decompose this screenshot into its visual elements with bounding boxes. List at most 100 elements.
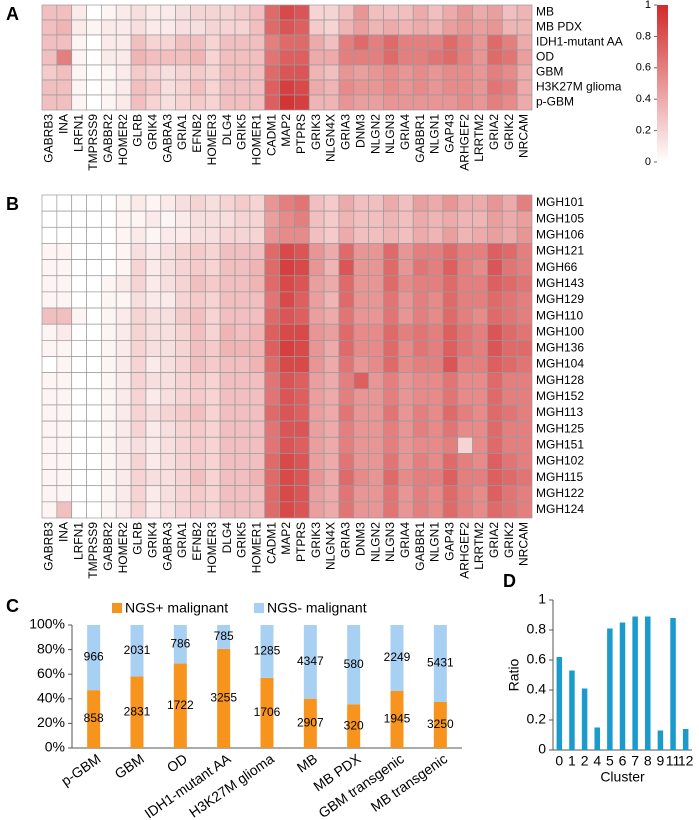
heatmap-cell — [353, 388, 370, 406]
heatmap-cell — [412, 4, 429, 21]
heatmap-cell — [175, 4, 191, 21]
heatmap-cell — [249, 259, 266, 277]
row-label: MGH136 — [536, 341, 584, 355]
heatmap-cell — [101, 469, 117, 487]
heatmap-cell — [516, 436, 533, 454]
column-label: GLRB — [131, 114, 145, 147]
heatmap-cell — [501, 34, 518, 51]
heatmap-cell — [145, 49, 162, 66]
heatmap-cell — [412, 453, 429, 470]
heatmap-cell — [219, 4, 236, 21]
heatmap-cell — [323, 420, 340, 438]
heatmap-cell — [472, 436, 488, 454]
heatmap-cell — [56, 226, 73, 244]
heatmap-cell — [501, 485, 518, 503]
heatmap-cell — [487, 275, 503, 293]
heatmap-cell — [204, 210, 221, 228]
heatmap-cell — [516, 323, 533, 341]
heatmap-cell — [190, 291, 206, 309]
heatmap-cell — [219, 501, 236, 519]
heatmap-cell — [130, 485, 147, 503]
heatmap-cell — [457, 291, 473, 309]
heatmap-cell — [457, 372, 473, 390]
heatmap-cell — [41, 436, 58, 454]
heatmap-cell — [115, 94, 132, 111]
heatmap-cell — [516, 420, 533, 438]
heatmap-cell — [204, 323, 221, 341]
heatmap-cell — [353, 323, 370, 341]
column-label: NLGN3 — [383, 522, 397, 562]
heatmap-cell — [249, 323, 266, 341]
heatmap-cell — [145, 356, 162, 373]
heatmap-cell — [383, 388, 399, 406]
heatmap-cell — [56, 243, 73, 260]
heatmap-cell — [115, 64, 132, 81]
heatmap-cell — [264, 34, 280, 51]
column-label: EFNB2 — [190, 114, 204, 153]
heatmap-cell — [323, 4, 340, 21]
heatmap-cell — [160, 291, 176, 309]
heatmap-cell — [41, 49, 58, 66]
heatmap-cell — [472, 210, 488, 228]
heatmap-cell — [71, 453, 87, 470]
heatmap-cell — [412, 323, 429, 341]
heatmap-cell — [308, 453, 325, 470]
heatmap-cell — [398, 372, 414, 390]
column-label: GRIK2 — [502, 114, 516, 150]
heatmap-cell — [234, 323, 251, 341]
heatmap-cell — [427, 404, 444, 422]
heatmap-cell — [294, 226, 310, 244]
heatmap-cell — [383, 291, 399, 309]
heatmap-cell — [368, 19, 384, 36]
heatmap-cell — [115, 340, 132, 357]
heatmap-cell — [145, 243, 162, 260]
heatmap-cell — [204, 64, 221, 81]
heatmap-cell — [279, 340, 295, 357]
heatmap-cell — [101, 259, 117, 277]
heatmap-cell — [264, 79, 280, 96]
heatmap-cell — [412, 485, 429, 503]
column-label: HOMER1 — [249, 114, 263, 166]
data-label: 966 — [84, 650, 104, 664]
heatmap-cell — [115, 420, 132, 438]
heatmap-cell — [353, 4, 370, 21]
heatmap-cell — [442, 501, 459, 519]
column-label: INA — [56, 522, 70, 542]
heatmap-cell — [427, 243, 444, 260]
heatmap-cell — [56, 210, 73, 228]
bar-segment — [217, 648, 231, 748]
heatmap-cell — [398, 259, 414, 277]
heatmap-cell — [338, 226, 355, 244]
row-label: MGH151 — [536, 437, 584, 451]
x-tick-label: MB transgenic — [368, 750, 450, 814]
heatmap-cell — [338, 469, 355, 487]
row-label: MB PDX — [536, 20, 582, 34]
heatmap-cell — [145, 501, 162, 519]
heatmap-cell — [338, 436, 355, 454]
heatmap-cell — [190, 34, 206, 51]
heatmap-cell — [323, 453, 340, 470]
column-label: PTPRS — [294, 114, 308, 154]
heatmap-cell — [383, 340, 399, 357]
heatmap-cell — [71, 243, 87, 260]
heatmap-cell — [145, 194, 162, 212]
heatmap-cell — [160, 388, 176, 406]
heatmap-cell — [516, 307, 533, 325]
heatmap-cell — [383, 356, 399, 373]
heatmap-cell — [56, 356, 73, 373]
heatmap-cell — [472, 307, 488, 325]
heatmap-cell — [308, 49, 325, 66]
heatmap-cell — [472, 94, 488, 111]
heatmap-cell — [264, 64, 280, 81]
heatmap-cell — [308, 323, 325, 341]
heatmap-cell — [294, 404, 310, 422]
heatmap-cell — [412, 194, 429, 212]
heatmap-cell — [279, 194, 295, 212]
legend-label: NGS- malignant — [267, 600, 367, 616]
heatmap-cell — [264, 243, 280, 260]
heatmap-cell — [71, 226, 87, 244]
heatmap-cell — [56, 79, 73, 96]
heatmap-cell — [145, 323, 162, 341]
heatmap-cell — [501, 194, 518, 212]
heatmap-cell — [249, 388, 266, 406]
